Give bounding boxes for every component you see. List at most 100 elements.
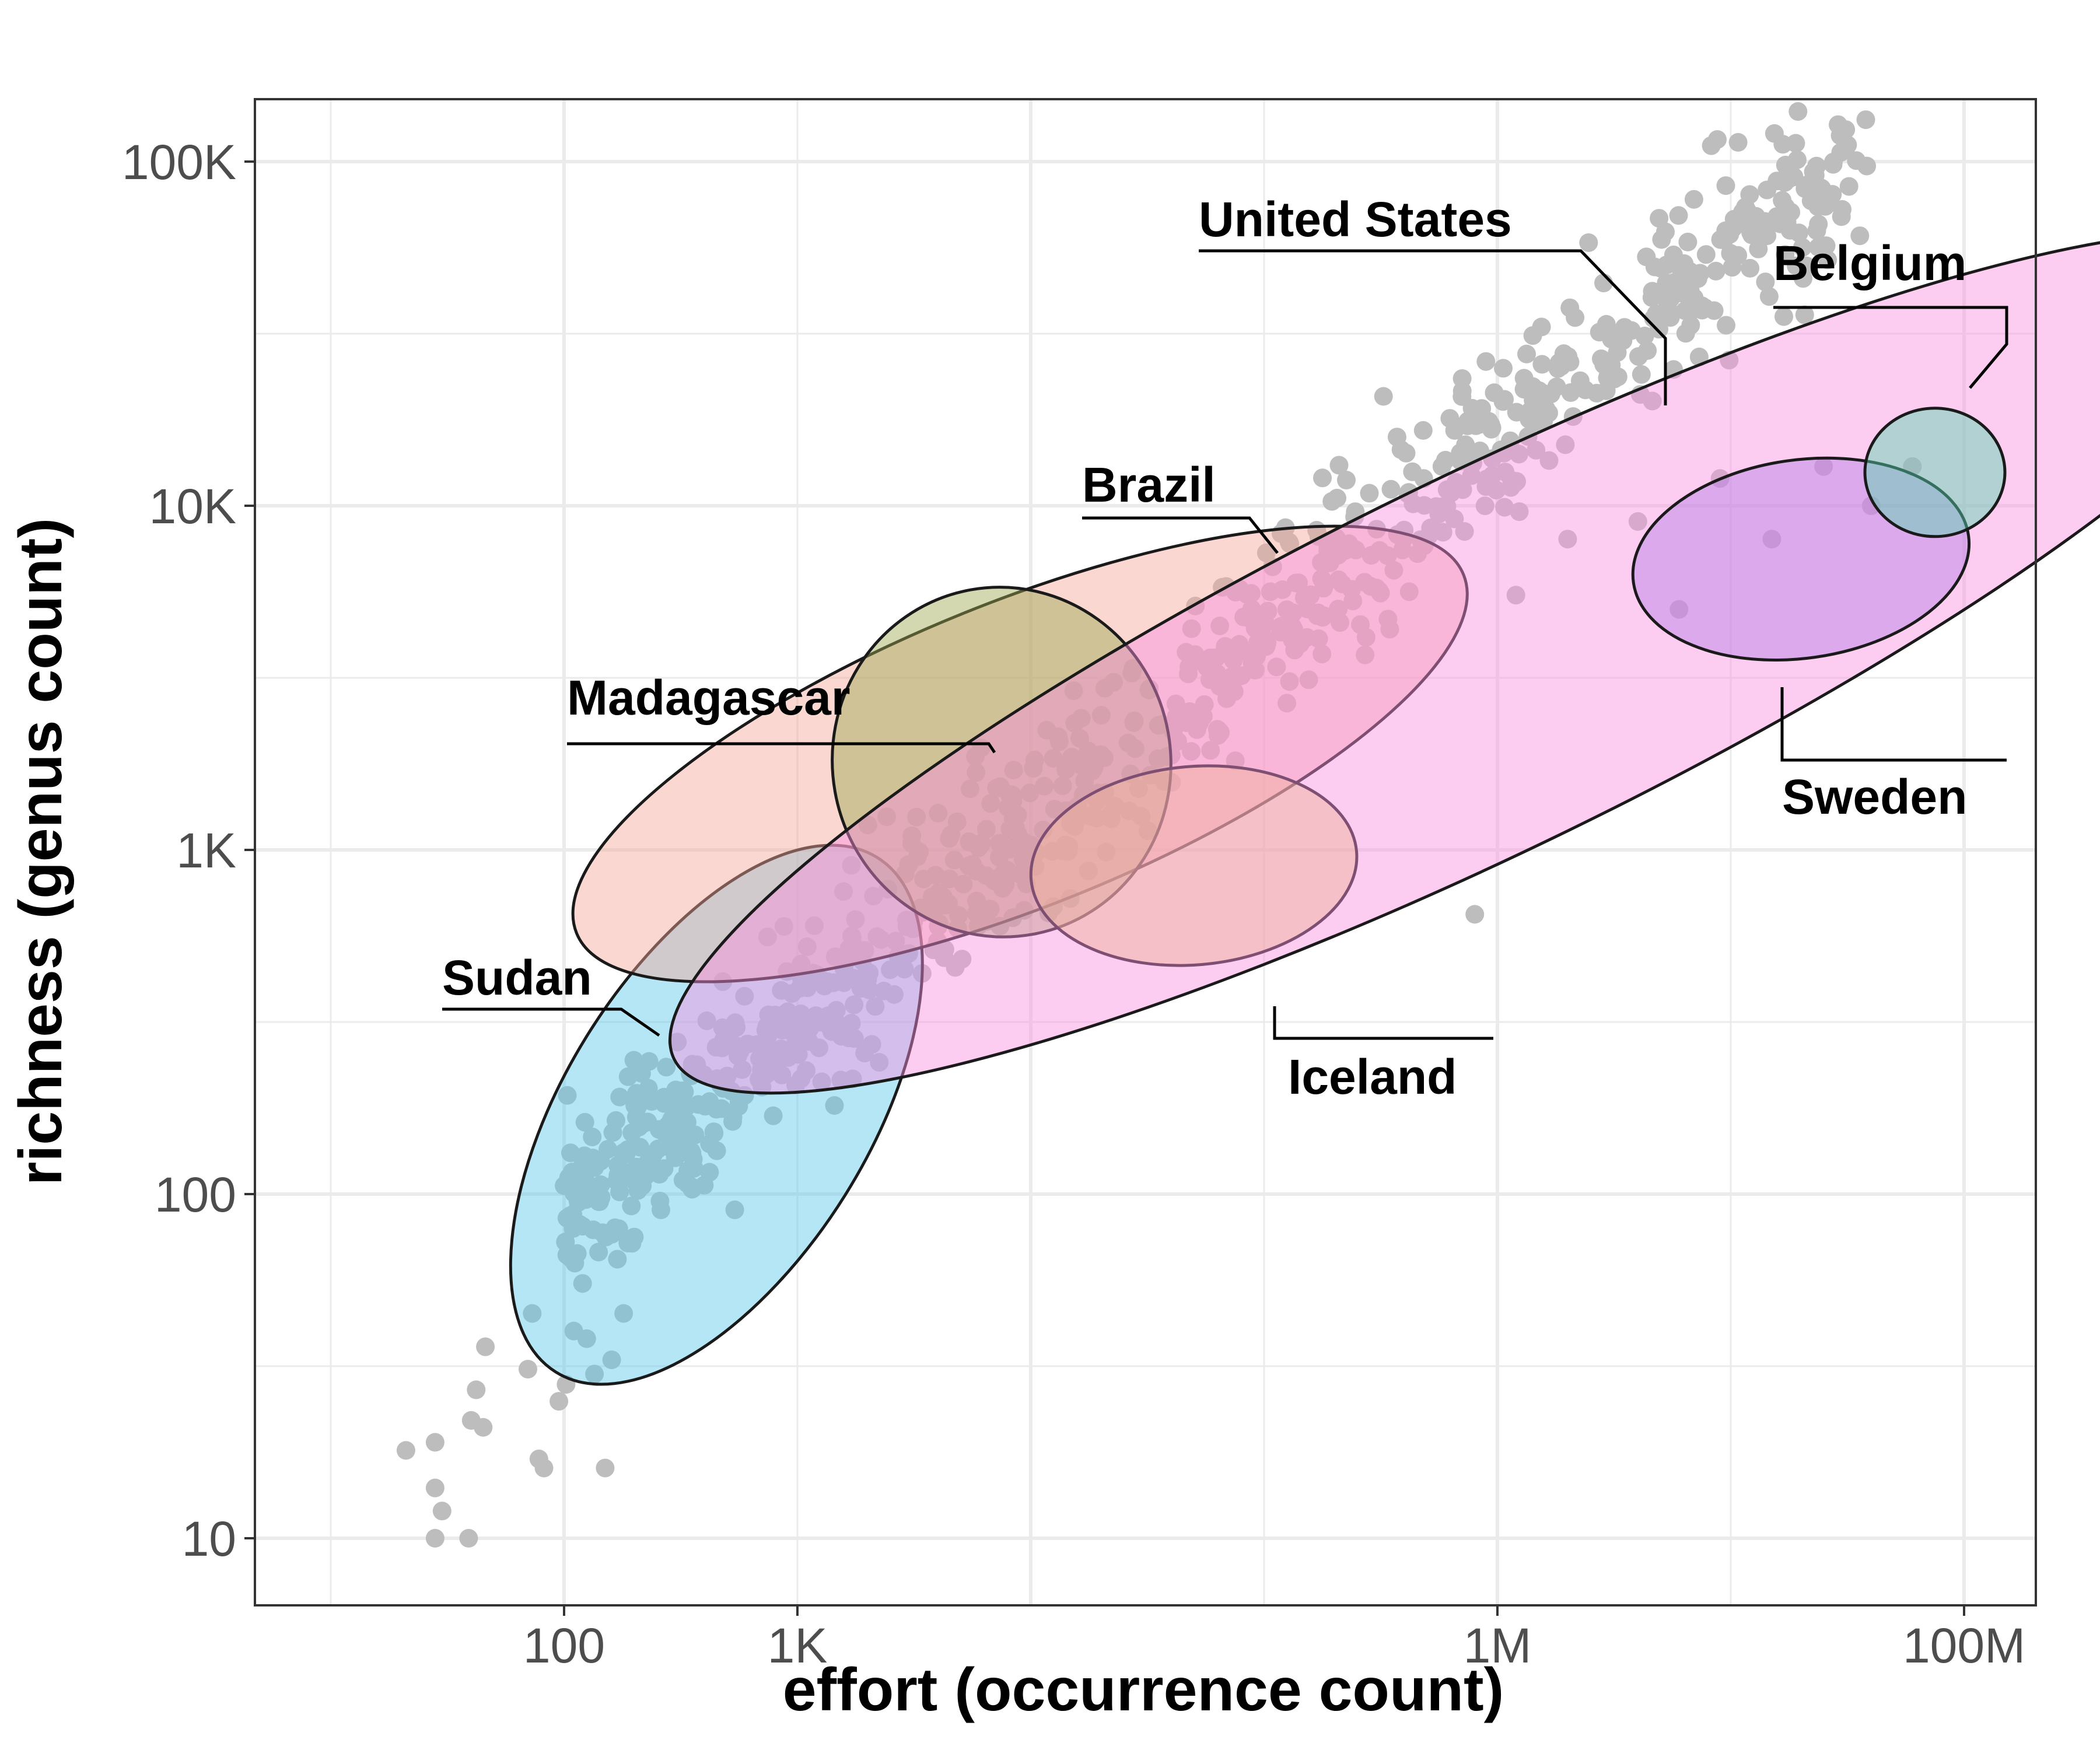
data-point: [1510, 502, 1529, 522]
data-point: [1669, 206, 1688, 225]
data-point: [1331, 613, 1350, 632]
data-point: [1437, 497, 1457, 516]
data-point: [1284, 620, 1303, 639]
data-point: [1850, 226, 1870, 246]
data-point: [1716, 221, 1735, 240]
data-point: [797, 937, 817, 956]
data-point: [396, 1441, 415, 1460]
data-point: [1200, 670, 1219, 690]
data-point: [1732, 209, 1751, 229]
data-point: [845, 995, 864, 1014]
data-point: [519, 1360, 537, 1379]
data-point: [1308, 603, 1328, 622]
data-point: [812, 1072, 831, 1091]
data-point: [1044, 749, 1063, 768]
data-point: [1182, 619, 1201, 638]
data-point: [939, 894, 958, 914]
label-brazil: Brazil: [1082, 457, 1216, 512]
data-point: [1502, 478, 1520, 497]
data-point: [1637, 247, 1656, 267]
data-point: [1399, 582, 1419, 601]
data-point: [1208, 720, 1227, 739]
data-point: [564, 1205, 583, 1224]
data-point: [846, 910, 865, 929]
data-point: [827, 1000, 846, 1020]
label-iceland: Iceland: [1288, 1049, 1457, 1104]
data-point: [858, 970, 877, 989]
data-point: [1795, 305, 1814, 324]
data-point: [557, 1245, 576, 1265]
ellipse-brazil: [831, 586, 1172, 939]
label-belgium: Belgium: [1773, 236, 1966, 290]
data-point: [942, 825, 961, 844]
data-point: [1075, 771, 1094, 790]
data-point: [707, 1100, 726, 1119]
data-point: [1643, 391, 1662, 411]
data-point: [929, 804, 948, 822]
data-point: [1190, 713, 1209, 733]
data-point: [459, 1529, 478, 1548]
data-point: [1758, 180, 1777, 200]
data-point: [1774, 307, 1793, 326]
data-point: [1476, 352, 1496, 371]
data-point: [1839, 177, 1859, 196]
label-united-states: United States: [1199, 192, 1512, 247]
data-point: [1517, 344, 1536, 363]
data-point: [1509, 444, 1528, 464]
data-point: [1226, 583, 1245, 602]
data-point: [1495, 498, 1514, 517]
x-tick-label: 1K: [768, 1618, 828, 1673]
data-point: [534, 1458, 554, 1478]
data-point: [1558, 530, 1577, 549]
data-point: [575, 1173, 594, 1192]
ellipse-sweden: [1631, 456, 1971, 662]
data-point: [598, 1140, 618, 1159]
data-point: [1087, 791, 1107, 810]
data-point: [1329, 456, 1349, 475]
data-point: [1242, 600, 1261, 619]
data-point: [1762, 530, 1782, 549]
country-labels: Sudan Madagascar Brazil Iceland United State…: [442, 192, 1967, 1104]
data-point: [695, 1175, 714, 1195]
data-point: [774, 917, 793, 936]
data-point: [727, 1018, 746, 1037]
data-point: [1832, 207, 1851, 226]
data-point: [1166, 694, 1185, 713]
data-point: [1380, 620, 1399, 639]
data-point: [766, 1006, 785, 1024]
data-point: [585, 1364, 604, 1384]
data-point: [1132, 807, 1151, 826]
data-point: [610, 1087, 629, 1107]
data-point: [1684, 190, 1703, 209]
data-point: [1316, 574, 1335, 593]
data-point: [1043, 842, 1062, 861]
data-point: [1716, 176, 1735, 195]
data-point: [677, 1112, 696, 1132]
data-point: [1520, 410, 1539, 429]
data-point: [1861, 496, 1881, 515]
y-tick-label: 10K: [149, 479, 236, 534]
label-madagascar: Madagascar: [567, 670, 850, 725]
data-point: [1091, 706, 1111, 725]
data-point: [1201, 741, 1220, 760]
x-tick-label: 100M: [1903, 1618, 2025, 1673]
data-point: [881, 960, 900, 979]
data-point: [1824, 155, 1843, 174]
data-point: [657, 1058, 676, 1077]
data-point: [1355, 573, 1374, 592]
data-point: [1049, 727, 1068, 746]
data-point: [589, 1242, 608, 1262]
data-point: [886, 932, 905, 951]
data-point: [616, 1142, 635, 1161]
data-point: [575, 1112, 594, 1132]
data-point: [1280, 672, 1299, 691]
data-point: [697, 1012, 716, 1030]
data-point: [729, 1046, 747, 1066]
data-point: [676, 1170, 695, 1189]
data-point: [1579, 233, 1598, 252]
data-point: [596, 1458, 615, 1478]
y-tick-label: 100K: [122, 135, 236, 190]
data-point: [1635, 327, 1654, 345]
data-point: [1179, 664, 1198, 684]
y-tick-label: 10: [182, 1511, 236, 1566]
